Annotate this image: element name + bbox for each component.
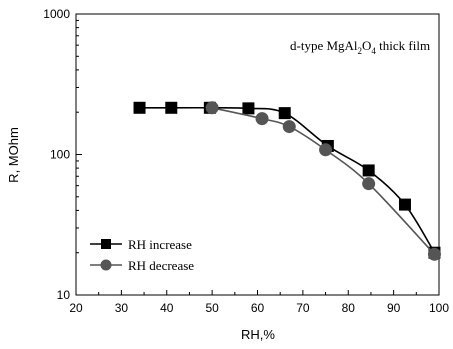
data-point-square — [278, 107, 291, 120]
legend-label-increase: RH increase — [128, 237, 192, 252]
x-tick-label: 80 — [342, 301, 356, 315]
x-tick-label: 100 — [429, 301, 449, 315]
data-point-square — [362, 164, 375, 177]
data-point-circle — [319, 143, 333, 157]
x-tick-label: 30 — [115, 301, 129, 315]
data-point-circle — [282, 120, 296, 134]
series-layer — [133, 101, 441, 261]
y-axis-label: R, MOhm — [6, 127, 21, 183]
y-tick-label: 1000 — [43, 7, 70, 21]
data-point-circle — [362, 177, 376, 191]
x-axis-label: RH,% — [241, 327, 275, 342]
legend-square-marker — [101, 239, 111, 249]
x-tick-label: 60 — [251, 301, 265, 315]
data-point-circle — [205, 101, 219, 115]
y-tick-label: 100 — [50, 148, 70, 162]
legend-label-decrease: RH decrease — [128, 258, 194, 273]
legend-item-decrease: RH decrease — [90, 258, 194, 273]
series-line — [211, 107, 436, 255]
x-tick-label: 50 — [205, 301, 219, 315]
axis-ticks: 20 30 40 50 60 70 80 90 100 10 100 1000 — [43, 7, 449, 315]
series-decrease — [205, 101, 441, 261]
data-point-square — [398, 198, 411, 211]
legend-circle-marker — [100, 259, 112, 271]
plot-frame — [75, 13, 440, 296]
data-point-circle — [427, 247, 441, 261]
data-point-square — [165, 101, 178, 114]
legend: RH increase RH decrease — [90, 237, 194, 273]
x-tick-label: 90 — [387, 301, 401, 315]
x-tick-label: 20 — [69, 301, 83, 315]
chart-title: d-type MgAl2O4 thick film — [290, 38, 430, 56]
x-tick-label: 40 — [160, 301, 174, 315]
x-tick-label: 70 — [296, 301, 310, 315]
legend-item-increase: RH increase — [90, 237, 192, 252]
data-point-square — [242, 102, 255, 115]
data-point-square — [133, 101, 146, 114]
data-point-circle — [255, 112, 269, 126]
y-tick-label: 10 — [57, 288, 71, 302]
